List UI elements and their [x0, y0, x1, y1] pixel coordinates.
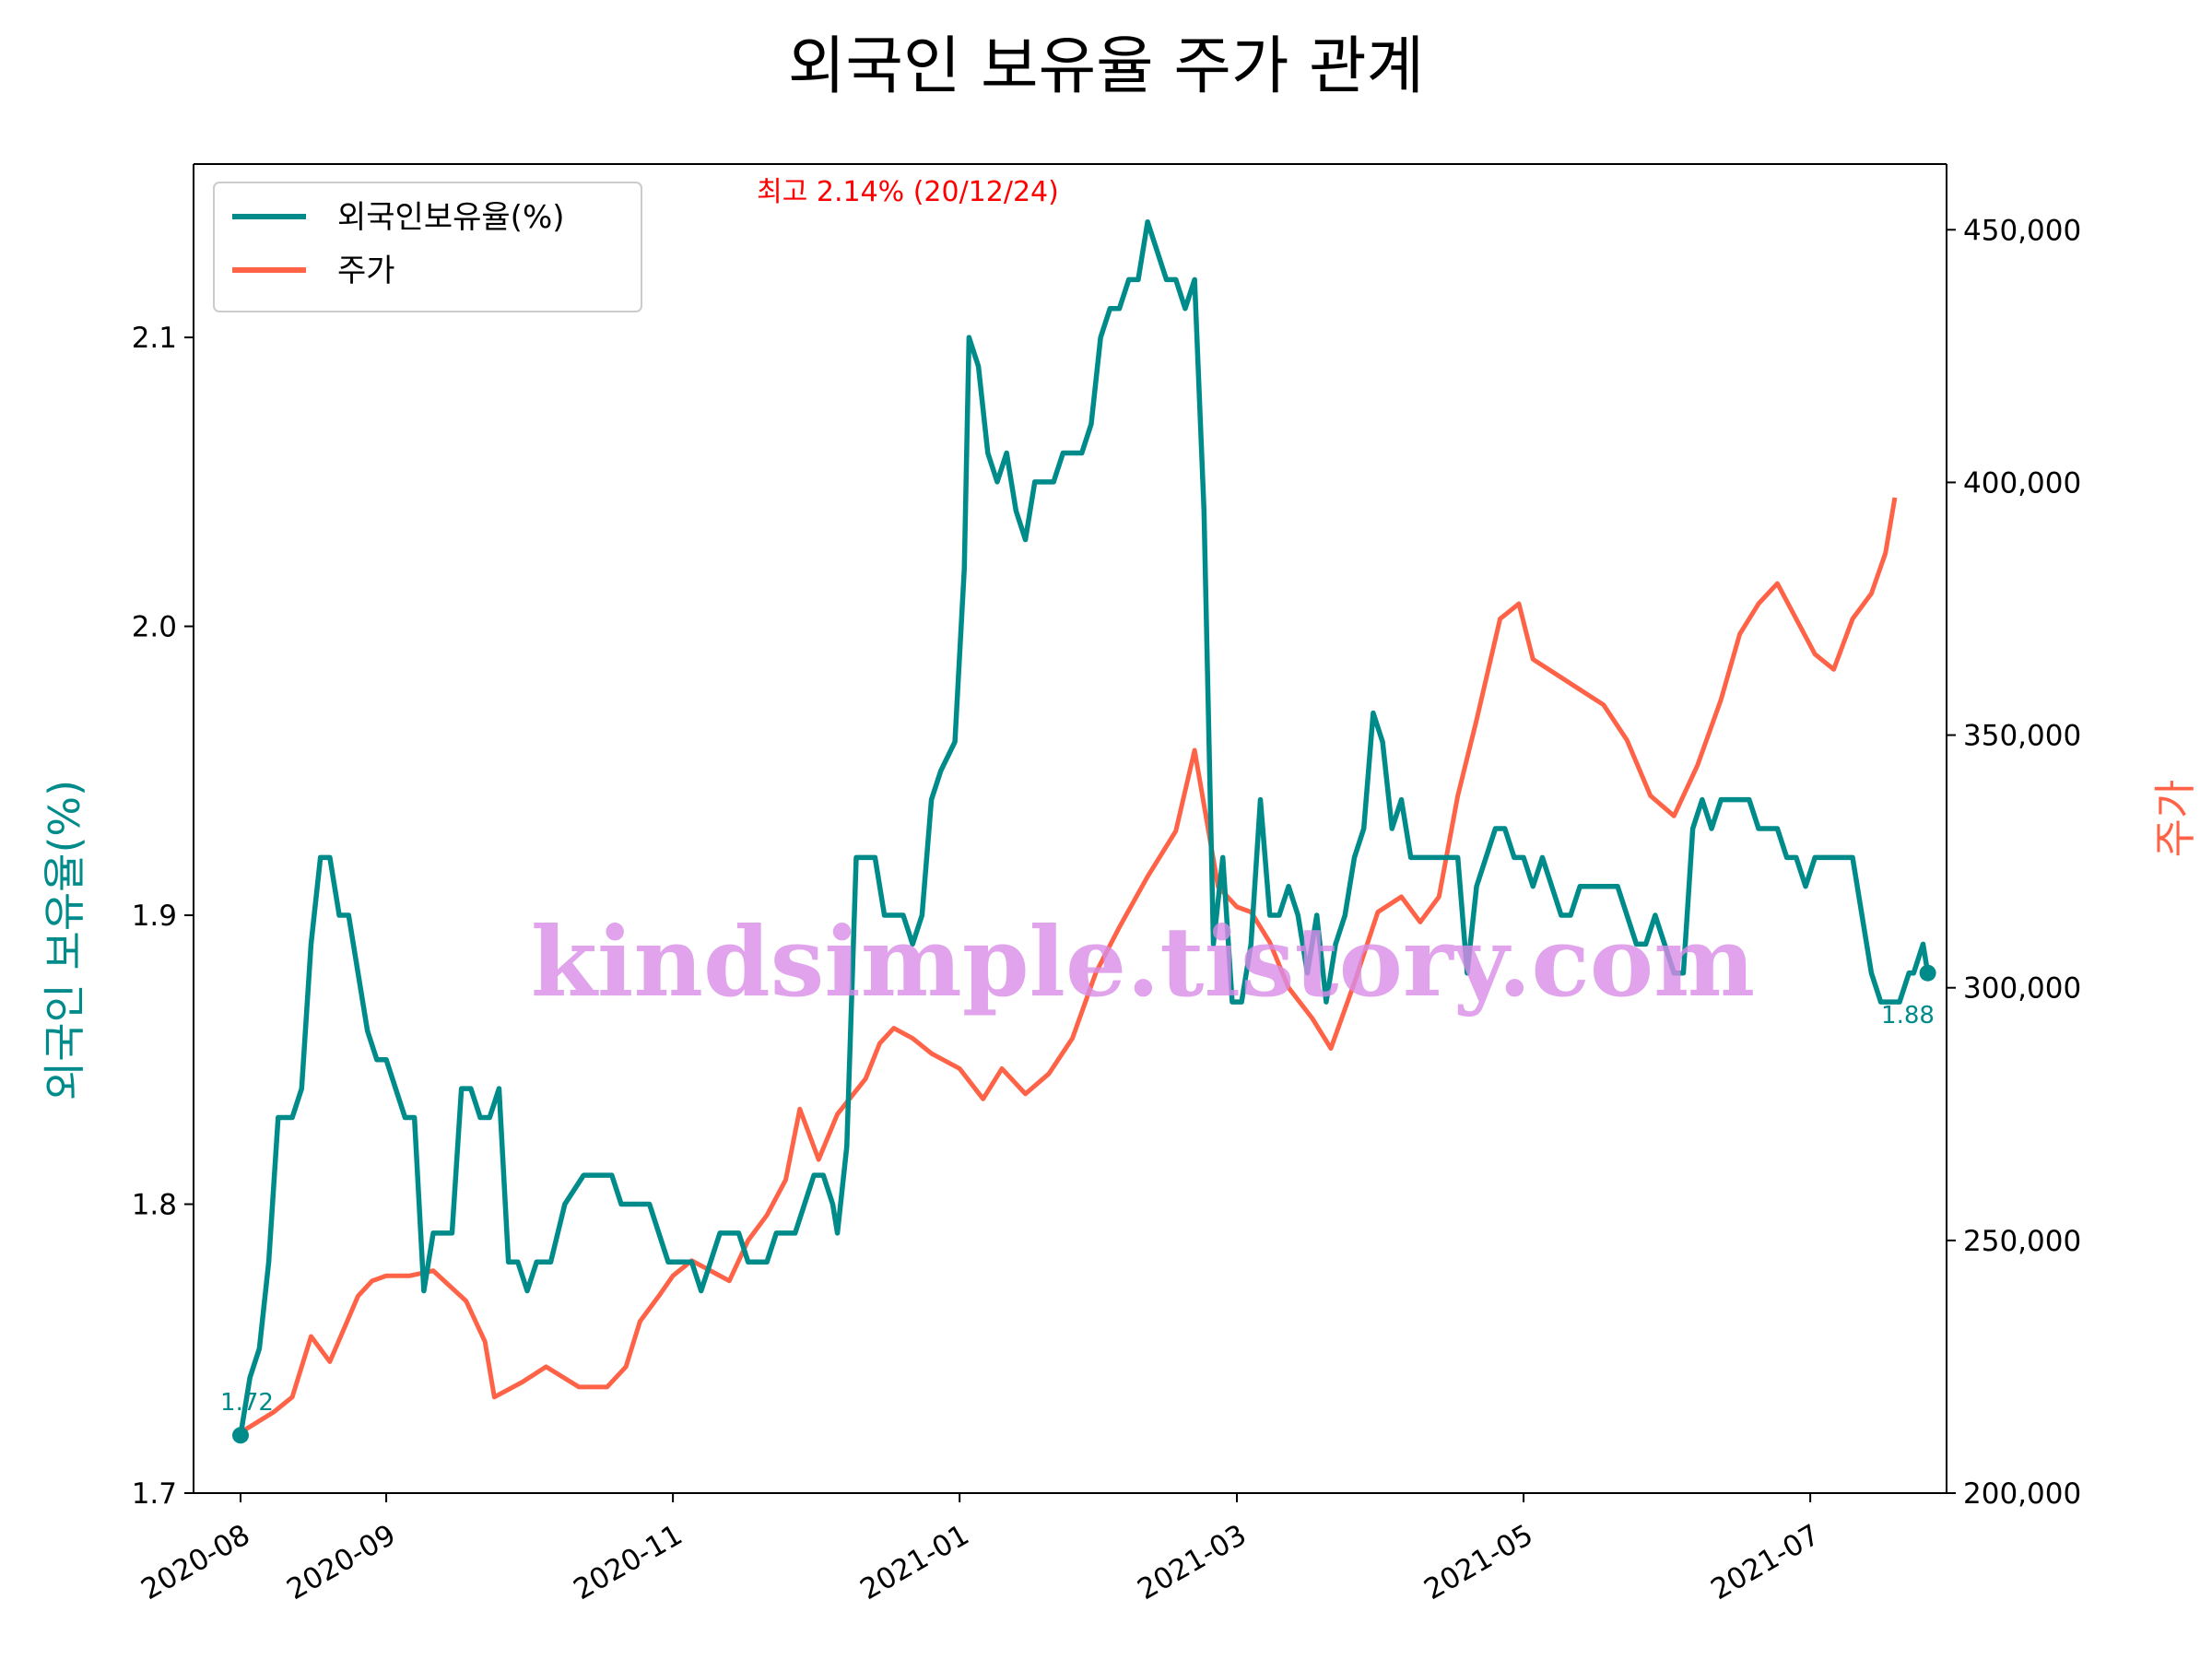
y-tick-label-right: 350,000: [1963, 720, 2081, 753]
y-axis-right-label: 주가: [2150, 780, 2200, 858]
legend-label-price: 주가: [337, 253, 395, 289]
y-axis-left-label: 외국인 보유율(%): [40, 780, 89, 1100]
watermark: kindsimple.tistory.com: [531, 905, 1755, 1018]
y-tick-label-right: 300,000: [1963, 972, 2081, 1006]
y-tick-label-right: 200,000: [1963, 1477, 2081, 1511]
y-tick-label-right: 450,000: [1963, 214, 2081, 247]
start-value-label: 1.72: [220, 1389, 274, 1417]
y-tick-label-right: 400,000: [1963, 466, 2081, 500]
end-value-label: 1.88: [1881, 1002, 1935, 1030]
series-line-price: [239, 497, 1898, 1435]
y-tick-label-left: 1.7: [132, 1477, 177, 1511]
legend: 외국인보유율(%) 주가: [213, 182, 642, 312]
series-layer: [231, 218, 1936, 1444]
chart-title: 외국인 보유율 주가 관계: [788, 30, 1424, 103]
y-tick-label-left: 2.1: [132, 322, 177, 355]
legend-label-ownership: 외국인보유율(%): [337, 199, 565, 236]
max-annotation: 최고 2.14% (20/12/24): [757, 176, 1059, 208]
y-tick-label-left: 1.8: [132, 1189, 177, 1222]
end-point-marker: [1919, 964, 1936, 982]
y-axis-right: 200,000 250,000 300,000 350,000 400,000 450,0…: [1947, 214, 2081, 1511]
y-axis-left: 1.7 1.8 1.9 2.0 2.1: [132, 322, 194, 1511]
y-tick-label-left: 2.0: [132, 611, 177, 644]
plot-area: [193, 163, 1947, 1494]
series-line-ownership: [238, 218, 1931, 1436]
legend-box: [213, 182, 642, 312]
start-point-marker: [231, 1427, 249, 1444]
y-tick-label-left: 1.9: [132, 900, 177, 933]
y-tick-label-right: 250,000: [1963, 1225, 2081, 1258]
